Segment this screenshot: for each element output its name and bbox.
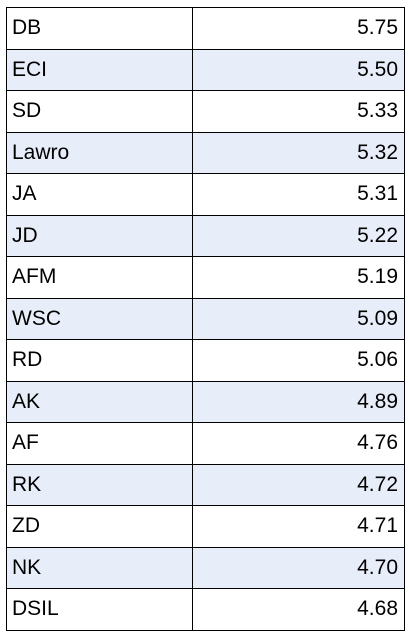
table: DB 5.75 ECI 5.50 SD 5.33 Lawro 5.32 JA 5.31 JD 5.22… xyxy=(6,7,405,631)
value-cell: 4.68 xyxy=(357,597,398,621)
name-cell: WSC xyxy=(7,298,193,339)
value-cell: 4.72 xyxy=(357,472,398,496)
name-cell: NK xyxy=(7,547,193,588)
table-row: NK 4.70 xyxy=(7,547,404,589)
value-cell: 5.75 xyxy=(357,16,398,40)
table-row: JD 5.22 xyxy=(7,215,404,257)
table-row: DSIL 4.68 xyxy=(7,589,404,631)
table-row: JA 5.31 xyxy=(7,174,404,216)
name-cell: RD xyxy=(7,340,193,381)
value-cell: 5.19 xyxy=(357,265,398,289)
value-cell: 4.71 xyxy=(357,514,398,538)
name-cell: DSIL xyxy=(7,589,193,630)
value-cell: 5.50 xyxy=(357,57,398,81)
value-cell: 4.76 xyxy=(357,431,398,455)
value-cell: 4.70 xyxy=(357,555,398,579)
name-cell: ECI xyxy=(7,49,193,90)
table-row: AK 4.89 xyxy=(7,381,404,423)
table-row: ECI 5.50 xyxy=(7,49,404,91)
value-cell: 5.32 xyxy=(357,140,398,164)
table-row: SD 5.33 xyxy=(7,91,404,133)
name-cell: RK xyxy=(7,464,193,505)
value-cell: 5.22 xyxy=(357,223,398,247)
table-row: AFM 5.19 xyxy=(7,257,404,299)
name-cell: SD xyxy=(7,91,193,132)
name-cell: JA xyxy=(7,174,193,215)
name-cell: AF xyxy=(7,423,193,464)
value-cell: 5.06 xyxy=(357,348,398,372)
table-row: RD 5.06 xyxy=(7,340,404,382)
name-cell: ZD xyxy=(7,506,193,547)
table-row: RK 4.72 xyxy=(7,464,404,506)
name-cell: DB xyxy=(7,8,193,49)
value-cell: 5.31 xyxy=(357,182,398,206)
name-cell: Lawro xyxy=(7,132,193,173)
table-row: WSC 5.09 xyxy=(7,298,404,340)
value-cell: 5.09 xyxy=(357,306,398,330)
name-cell: AFM xyxy=(7,257,193,298)
table-row: DB 5.75 xyxy=(7,8,404,50)
table-row: ZD 4.71 xyxy=(7,506,404,548)
value-cell: 5.33 xyxy=(357,99,398,123)
name-cell: AK xyxy=(7,381,193,422)
value-cell: 4.89 xyxy=(357,389,398,413)
name-cell: JD xyxy=(7,215,193,256)
table-row: Lawro 5.32 xyxy=(7,132,404,174)
table-row: AF 4.76 xyxy=(7,423,404,465)
